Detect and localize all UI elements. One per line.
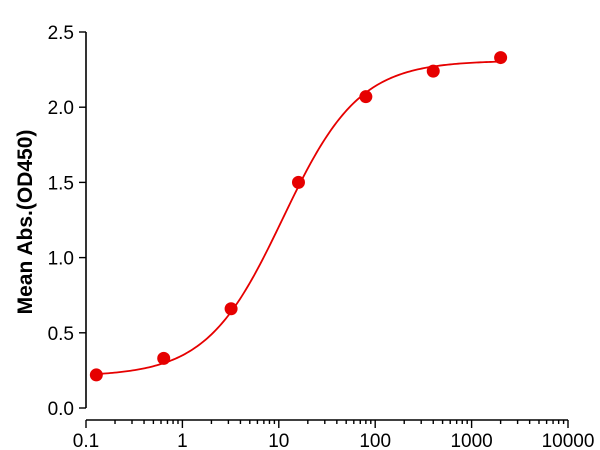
data-point (494, 51, 508, 65)
fit-curve (96, 60, 501, 375)
data-point (89, 368, 103, 382)
y-tick-label: 2.5 (48, 23, 74, 44)
y-axis-label: Mean Abs.(OD450) (14, 130, 37, 315)
y-tick-label: 0.0 (48, 399, 74, 420)
data-point (291, 175, 305, 189)
y-ticks: 0.0 0.5 1.0 1.5 2.0 2.5 (48, 23, 86, 420)
x-tick-label: 100 (359, 431, 391, 450)
x-tick-label: 10000 (542, 431, 595, 450)
y-tick-label: 1.5 (48, 173, 74, 194)
x-tick-label: 1000 (450, 431, 492, 450)
x-tick-label: 10 (268, 431, 289, 450)
x-tick-label: 1 (177, 431, 188, 450)
x-tick-label: 0.1 (73, 431, 99, 450)
axes (85, 32, 568, 421)
data-point (426, 64, 440, 78)
y-tick-label: 1.0 (48, 249, 74, 270)
data-point (224, 302, 238, 316)
data-point (157, 351, 171, 365)
y-tick-label: 2.0 (48, 98, 74, 119)
x-ticks: 0.1 1 10 100 1000 10000 (73, 420, 595, 450)
y-tick-label: 0.5 (48, 324, 74, 345)
data-point (359, 90, 373, 104)
data-points (89, 51, 508, 382)
